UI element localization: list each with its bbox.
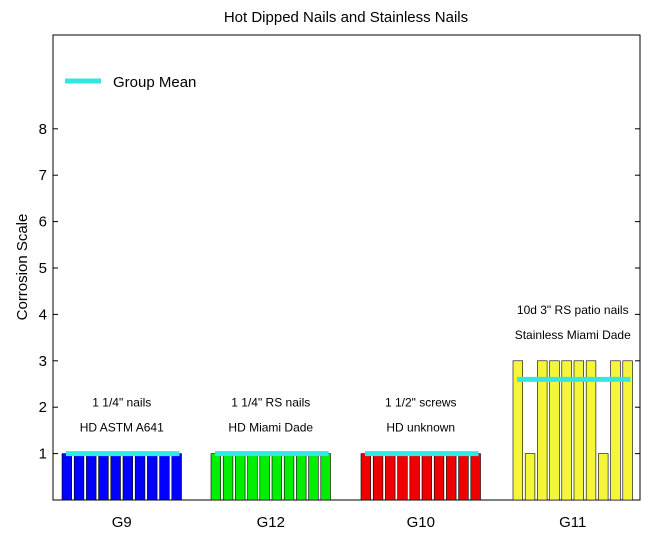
bar-g9-8 [147, 453, 158, 501]
notes-layer: 1 1/4" nails HD ASTM A641 1 1/4" RS nails H… [80, 303, 631, 435]
x-category-label-g11: G11 [559, 514, 586, 531]
group-note-g11: Stainless Miami Dade [515, 328, 631, 342]
y-tick-label: 4 [39, 306, 47, 323]
bar-g12-1 [210, 453, 221, 501]
bar-g9-1 [61, 453, 72, 501]
group-note-g9: HD ASTM A641 [80, 421, 164, 435]
bar-g9-6 [122, 453, 133, 501]
bar-g9-10 [171, 453, 182, 501]
bar-g10-6 [421, 453, 432, 501]
bar-g12-6 [271, 453, 282, 501]
y-ticks: 1 2 3 4 5 6 7 8 [39, 121, 640, 463]
bar-g10-2 [372, 453, 384, 501]
y-tick-label: 1 [39, 446, 47, 463]
bar-g11-6 [573, 360, 584, 501]
group-note-g10: 1 1/2" screws [385, 396, 457, 410]
bar-g10-5 [409, 453, 420, 501]
x-category-label-g12: G12 [257, 514, 285, 531]
bar-g12-4 [247, 453, 258, 501]
bar-g10-4 [397, 453, 408, 501]
bar-g10-10 [470, 453, 481, 501]
bar-g9-9 [159, 453, 170, 501]
bar-g11-5 [561, 360, 572, 501]
legend-label: Group Mean [113, 74, 196, 91]
bar-g10-7 [433, 453, 445, 501]
bar-g10-1 [360, 453, 371, 501]
bar-g11-9 [610, 360, 621, 501]
means-layer [66, 376, 631, 457]
group-note-g10: HD unknown [386, 421, 455, 435]
y-tick-label: 3 [39, 353, 47, 370]
group-note-g12: 1 1/4" RS nails [231, 396, 310, 410]
bar-g11-7 [585, 360, 597, 501]
y-tick-label: 5 [39, 260, 47, 277]
group-note-g11: 10d 3" RS patio nails [517, 303, 629, 317]
x-category-label-g9: G9 [112, 514, 132, 531]
bar-g9-5 [110, 453, 121, 501]
bar-g12-2 [222, 453, 234, 501]
y-axis-label: Corrosion Scale [14, 214, 31, 321]
bar-g12-7 [283, 453, 295, 501]
group-note-g9: 1 1/4" nails [92, 396, 151, 410]
chart-title: Hot Dipped Nails and Stainless Nails [224, 9, 468, 26]
y-tick-label: 8 [39, 121, 47, 138]
bar-g12-3 [235, 453, 246, 501]
bar-g9-3 [86, 453, 97, 501]
bar-g10-8 [446, 453, 457, 501]
bar-g11-1 [512, 360, 523, 501]
bar-g12-5 [259, 453, 270, 501]
bar-g12-10 [320, 453, 331, 501]
bar-g9-7 [134, 453, 146, 501]
group-note-g12: HD Miami Dade [228, 421, 313, 435]
x-categories: G9 G12 G10 G11 [112, 514, 587, 531]
y-tick-label: 6 [39, 214, 47, 231]
bar-g11-4 [549, 360, 560, 501]
bar-g12-9 [308, 453, 319, 501]
bar-g11-8 [598, 453, 609, 501]
bar-g11-3 [537, 360, 548, 501]
bar-g10-3 [385, 453, 396, 501]
legend: Group Mean [65, 74, 196, 91]
bar-g11-10 [622, 360, 633, 501]
bar-g9-2 [73, 453, 85, 501]
bar-g11-2 [524, 453, 536, 501]
y-tick-label: 2 [39, 399, 47, 416]
bar-g12-8 [296, 453, 307, 501]
bar-g10-9 [458, 453, 469, 501]
y-tick-label: 7 [39, 167, 47, 184]
bar-g9-4 [98, 453, 109, 501]
x-category-label-g10: G10 [407, 514, 435, 531]
